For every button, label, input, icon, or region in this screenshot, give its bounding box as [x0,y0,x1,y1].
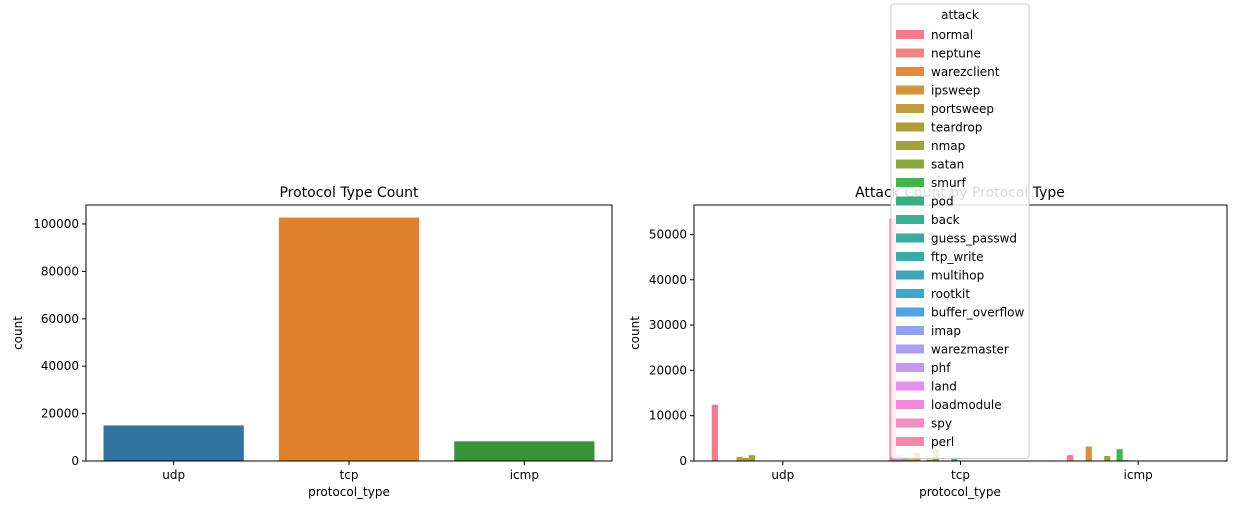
chart2-bar-udp-normal [711,404,718,461]
legend-swatch-perl [896,437,924,446]
legend-label-back: back [931,213,960,227]
legend-label-ipsweep: ipsweep [931,84,980,98]
legend-swatch-ipsweep [896,85,924,95]
protocol-type-count-chart: Protocol Type Count count protocol_type … [11,185,613,499]
chart1-x-tick-label: udp [162,468,185,482]
legend-label-multihop: multihop [931,269,984,283]
legend-swatch-buffer_overflow [896,307,924,317]
legend-swatch-land [896,381,924,391]
legend-label-buffer_overflow: buffer_overflow [931,306,1024,320]
legend-swatch-rootkit [896,289,924,298]
legend-label-phf: phf [931,361,951,375]
chart1-title: Protocol Type Count [279,185,419,201]
chart2-bar-udp-nmap [748,455,756,461]
legend-label-smurf: smurf [931,176,966,190]
chart2-x-axis-label: protocol_type [919,485,1001,499]
chart1-bar-tcp [278,217,420,461]
legend-label-pod: pod [931,195,954,209]
legend-label-warezclient: warezclient [931,65,1000,79]
legend-label-neptune: neptune [931,47,981,61]
legend-swatch-imap [896,326,924,335]
chart2-y-tick-label: 50000 [649,227,687,241]
chart2-y-tick-label: 0 [679,454,687,468]
chart2-bar-icmp-smurf [1116,449,1123,461]
legend-label-spy: spy [931,417,952,431]
legend-swatch-multihop [896,270,924,280]
chart1-y-axis-label: count [11,316,25,350]
legend-label-loadmodule: loadmodule [931,398,1002,412]
chart2-bar-udp-teardrop [742,457,749,461]
legend-swatch-nmap [896,141,924,150]
legend-swatch-spy [896,418,924,428]
legend-label-rootkit: rootkit [931,287,970,301]
legend-swatch-phf [896,363,924,372]
chart1-bar-icmp [454,441,595,461]
chart2-bar-icmp-nmap [1104,456,1111,461]
chart2-y-tick-label: 20000 [649,363,687,377]
attack-count-by-protocol-chart: Attack Count by Protocol Type count prot… [628,3,1228,499]
chart2-y-tick-label: 10000 [649,409,687,423]
chart1-y-tick-label: 20000 [41,407,79,421]
chart2-bar-udp-portsweep [736,456,743,461]
chart2-y-tick-label: 40000 [649,273,687,287]
legend-label-guess_passwd: guess_passwd [931,232,1017,246]
chart1-x-axis-label: protocol_type [308,485,390,499]
chart2-y-axis-label: count [628,316,642,350]
legend-swatch-neptune [896,48,924,58]
chart2-bar-icmp-ipsweep [1085,446,1092,461]
chart1-plot-frame [85,204,613,462]
chart1-y-tick-label: 80000 [41,264,79,278]
attack-legend: attack normal neptune warezclient ipsweep por… [890,3,1030,459]
chart1-y-tick-label: 100000 [33,217,79,231]
legend-label-satan: satan [931,158,964,172]
chart2-bar-tcp-ipsweep [907,459,915,461]
legend-swatch-warezclient [896,67,924,76]
chart2-bar-icmp-normal [1067,455,1074,461]
legend-swatch-guess_passwd [896,233,924,243]
legend-swatch-back [896,215,924,224]
chart2-x-tick-label: icmp [1124,468,1153,482]
chart2-x-tick-label: tcp [951,468,970,482]
legend-swatch-portsweep [896,104,924,113]
chart1-y-tick-label: 0 [71,454,79,468]
legend-swatch-ftp_write [896,252,924,261]
legend-label-nmap: nmap [931,139,965,153]
legend-label-normal: normal [931,28,973,42]
chart2-bar-tcp-nmap [926,459,933,461]
legend-label-portsweep: portsweep [931,102,994,116]
chart2-y-tick-label: 30000 [649,318,687,332]
legend-swatch-loadmodule [896,400,924,409]
legend-swatch-normal [896,30,924,39]
legend-label-ftp_write: ftp_write [931,250,984,264]
legend-label-imap: imap [931,324,961,338]
legend-swatch-warezmaster [896,344,924,354]
legend-label-teardrop: teardrop [931,121,982,135]
legend-label-perl: perl [931,435,954,449]
legend-swatch-smurf [896,178,924,187]
legend-title: attack [941,8,979,22]
legend-frame [890,3,1030,459]
chart1-bar-udp [103,425,244,461]
chart1-x-tick-label: tcp [340,468,359,482]
chart1-y-tick-label: 40000 [41,359,79,373]
legend-label-land: land [931,380,957,394]
legend-swatch-teardrop [896,122,924,132]
legend-swatch-satan [896,159,924,169]
chart1-x-tick-label: icmp [510,468,539,482]
chart2-x-tick-label: udp [771,468,794,482]
legend-swatch-pod [896,196,924,206]
legend-label-warezmaster: warezmaster [931,343,1009,357]
chart1-y-tick-label: 60000 [41,312,79,326]
